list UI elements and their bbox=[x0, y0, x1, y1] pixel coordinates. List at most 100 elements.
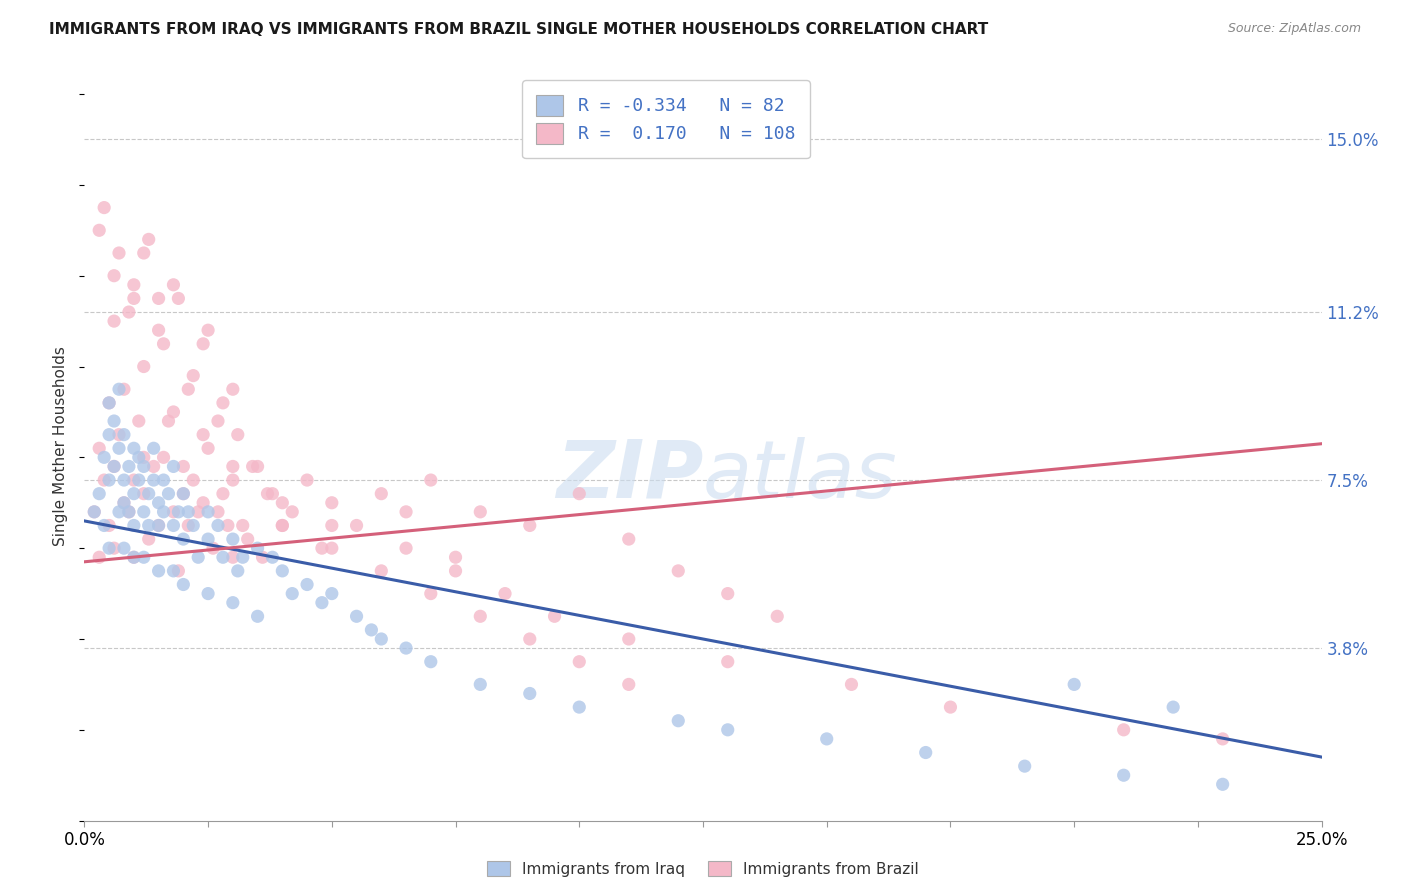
Point bbox=[246, 459, 269, 474]
Point bbox=[187, 505, 209, 519]
Point bbox=[93, 518, 115, 533]
Point bbox=[271, 564, 294, 578]
Point bbox=[162, 277, 184, 292]
Point bbox=[519, 686, 541, 700]
Point bbox=[128, 414, 150, 428]
Point bbox=[1161, 700, 1184, 714]
Point bbox=[232, 550, 254, 565]
Point bbox=[167, 564, 190, 578]
Point bbox=[222, 550, 245, 565]
Text: ZIP: ZIP bbox=[555, 437, 703, 515]
Point bbox=[142, 473, 165, 487]
Point bbox=[717, 586, 740, 600]
Point bbox=[112, 382, 135, 396]
Point bbox=[93, 201, 115, 215]
Point bbox=[321, 518, 343, 533]
Point bbox=[1014, 759, 1036, 773]
Point bbox=[262, 550, 284, 565]
Point bbox=[295, 577, 318, 591]
Point bbox=[112, 473, 135, 487]
Point bbox=[89, 442, 111, 456]
Point bbox=[1212, 777, 1234, 791]
Point bbox=[346, 518, 368, 533]
Point bbox=[181, 518, 204, 533]
Point bbox=[519, 632, 541, 646]
Point bbox=[181, 368, 204, 383]
Point bbox=[617, 532, 640, 546]
Point bbox=[568, 486, 591, 500]
Point bbox=[197, 532, 219, 546]
Point bbox=[112, 496, 135, 510]
Point bbox=[157, 486, 180, 500]
Point bbox=[281, 505, 304, 519]
Point bbox=[311, 596, 333, 610]
Text: Source: ZipAtlas.com: Source: ZipAtlas.com bbox=[1227, 22, 1361, 36]
Point bbox=[262, 486, 284, 500]
Point bbox=[118, 505, 141, 519]
Point bbox=[271, 518, 294, 533]
Point bbox=[207, 414, 229, 428]
Point bbox=[148, 323, 170, 337]
Point bbox=[112, 496, 135, 510]
Point bbox=[246, 609, 269, 624]
Point bbox=[321, 541, 343, 556]
Point bbox=[118, 459, 141, 474]
Point bbox=[470, 609, 492, 624]
Point bbox=[191, 336, 214, 351]
Point bbox=[152, 336, 174, 351]
Point bbox=[98, 473, 121, 487]
Point bbox=[197, 586, 219, 600]
Point bbox=[98, 396, 121, 410]
Point bbox=[128, 450, 150, 465]
Point bbox=[98, 396, 121, 410]
Point bbox=[132, 550, 155, 565]
Point bbox=[212, 550, 235, 565]
Point bbox=[197, 323, 219, 337]
Point bbox=[360, 623, 382, 637]
Point bbox=[152, 450, 174, 465]
Point bbox=[132, 459, 155, 474]
Point bbox=[271, 518, 294, 533]
Point bbox=[226, 564, 249, 578]
Point bbox=[212, 486, 235, 500]
Point bbox=[162, 505, 184, 519]
Point bbox=[122, 292, 145, 306]
Point bbox=[172, 577, 194, 591]
Point bbox=[444, 564, 467, 578]
Point bbox=[172, 459, 194, 474]
Point bbox=[187, 550, 209, 565]
Point bbox=[236, 532, 259, 546]
Point bbox=[252, 550, 274, 565]
Point bbox=[138, 486, 160, 500]
Legend: R = -0.334   N = 82, R =  0.170   N = 108: R = -0.334 N = 82, R = 0.170 N = 108 bbox=[522, 80, 810, 158]
Point bbox=[132, 246, 155, 260]
Point bbox=[370, 486, 392, 500]
Point bbox=[543, 609, 565, 624]
Point bbox=[83, 505, 105, 519]
Point bbox=[108, 442, 131, 456]
Point bbox=[242, 459, 264, 474]
Point bbox=[122, 442, 145, 456]
Point bbox=[281, 586, 304, 600]
Point bbox=[89, 550, 111, 565]
Point bbox=[617, 632, 640, 646]
Point bbox=[1063, 677, 1085, 691]
Point bbox=[93, 450, 115, 465]
Point bbox=[494, 586, 516, 600]
Point bbox=[148, 496, 170, 510]
Point bbox=[246, 541, 269, 556]
Point bbox=[122, 486, 145, 500]
Point bbox=[108, 505, 131, 519]
Point bbox=[419, 655, 441, 669]
Text: IMMIGRANTS FROM IRAQ VS IMMIGRANTS FROM BRAZIL SINGLE MOTHER HOUSEHOLDS CORRELAT: IMMIGRANTS FROM IRAQ VS IMMIGRANTS FROM … bbox=[49, 22, 988, 37]
Point bbox=[122, 277, 145, 292]
Point bbox=[295, 473, 318, 487]
Point bbox=[841, 677, 863, 691]
Point bbox=[83, 505, 105, 519]
Point bbox=[142, 442, 165, 456]
Point bbox=[212, 396, 235, 410]
Point bbox=[148, 518, 170, 533]
Point bbox=[395, 505, 418, 519]
Point bbox=[132, 486, 155, 500]
Text: atlas: atlas bbox=[703, 437, 898, 515]
